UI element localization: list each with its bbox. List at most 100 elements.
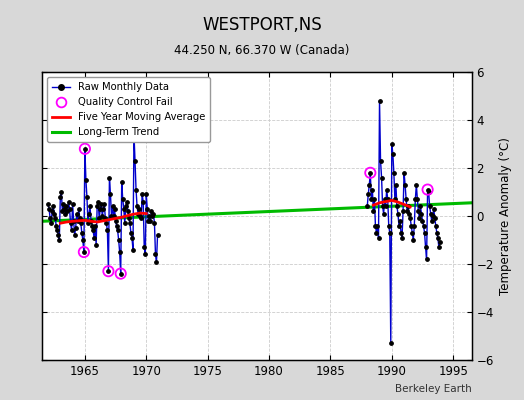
Point bbox=[49, 203, 57, 210]
Point bbox=[110, 213, 118, 219]
Point bbox=[79, 237, 87, 243]
Point bbox=[64, 198, 73, 205]
Point bbox=[135, 206, 143, 212]
Point bbox=[151, 251, 160, 258]
Point bbox=[403, 208, 411, 214]
Point bbox=[423, 186, 432, 193]
Point bbox=[62, 203, 71, 210]
Point bbox=[119, 206, 128, 212]
Point bbox=[50, 210, 58, 217]
Text: Berkeley Earth: Berkeley Earth bbox=[395, 384, 472, 394]
Point bbox=[101, 215, 110, 222]
Point bbox=[434, 234, 442, 241]
Point bbox=[372, 230, 380, 236]
Point bbox=[140, 244, 148, 250]
Point bbox=[367, 196, 376, 202]
Point bbox=[52, 222, 60, 229]
Point bbox=[369, 208, 378, 214]
Point bbox=[145, 213, 154, 219]
Point bbox=[422, 256, 431, 262]
Point bbox=[416, 203, 424, 210]
Point bbox=[365, 182, 374, 188]
Point bbox=[152, 258, 161, 265]
Point bbox=[370, 196, 379, 202]
Point bbox=[419, 222, 428, 229]
Point bbox=[69, 201, 77, 207]
Point bbox=[418, 218, 427, 224]
Point bbox=[127, 230, 135, 236]
Point bbox=[66, 206, 74, 212]
Point bbox=[383, 186, 391, 193]
Point bbox=[124, 208, 132, 214]
Point bbox=[400, 170, 408, 176]
Point bbox=[425, 203, 434, 210]
Point bbox=[125, 215, 133, 222]
Point bbox=[391, 196, 399, 202]
Point bbox=[117, 179, 126, 186]
Point bbox=[420, 230, 429, 236]
Point bbox=[48, 208, 57, 214]
Point bbox=[429, 213, 437, 219]
Point bbox=[368, 186, 377, 193]
Point bbox=[60, 206, 69, 212]
Point bbox=[56, 194, 64, 200]
Point bbox=[96, 206, 104, 212]
Point bbox=[399, 208, 407, 214]
Point bbox=[70, 218, 78, 224]
Point bbox=[85, 210, 93, 217]
Point bbox=[401, 182, 409, 188]
Point bbox=[46, 215, 54, 222]
Point bbox=[82, 177, 90, 183]
Point bbox=[91, 222, 100, 229]
Point bbox=[106, 191, 115, 198]
Point bbox=[100, 201, 108, 207]
Point bbox=[435, 244, 443, 250]
Point bbox=[392, 182, 400, 188]
Point bbox=[104, 268, 113, 274]
Text: WESTPORT,NS: WESTPORT,NS bbox=[202, 16, 322, 34]
Point bbox=[113, 227, 122, 234]
Point bbox=[87, 218, 95, 224]
Point bbox=[149, 210, 158, 217]
Point bbox=[371, 222, 379, 229]
Point bbox=[376, 158, 385, 164]
Point bbox=[103, 227, 112, 234]
Point bbox=[138, 191, 146, 198]
Point bbox=[137, 215, 145, 222]
Point bbox=[142, 191, 150, 198]
Point bbox=[131, 158, 139, 164]
Point bbox=[386, 230, 394, 236]
Point bbox=[54, 232, 62, 238]
Point bbox=[104, 268, 113, 274]
Point bbox=[421, 244, 430, 250]
Point bbox=[407, 222, 416, 229]
Point bbox=[112, 218, 120, 224]
Point bbox=[108, 203, 117, 210]
Point bbox=[435, 239, 444, 246]
Point bbox=[98, 213, 106, 219]
Point bbox=[139, 198, 147, 205]
Point bbox=[380, 196, 389, 202]
Point bbox=[377, 174, 386, 181]
Point bbox=[384, 196, 392, 202]
Point bbox=[413, 196, 422, 202]
Point bbox=[44, 201, 52, 207]
Point bbox=[147, 208, 156, 214]
Point bbox=[95, 215, 103, 222]
Point bbox=[409, 237, 418, 243]
Point bbox=[387, 340, 395, 346]
Point bbox=[75, 215, 84, 222]
Point bbox=[105, 174, 114, 181]
Point bbox=[73, 218, 82, 224]
Point bbox=[381, 203, 390, 210]
Point bbox=[148, 213, 157, 219]
Point bbox=[63, 208, 72, 214]
Point bbox=[150, 220, 159, 226]
Point bbox=[396, 218, 404, 224]
Point bbox=[404, 203, 412, 210]
Point bbox=[373, 222, 381, 229]
Point bbox=[84, 220, 92, 226]
Point bbox=[366, 170, 375, 176]
Point bbox=[113, 222, 121, 229]
Point bbox=[423, 186, 432, 193]
